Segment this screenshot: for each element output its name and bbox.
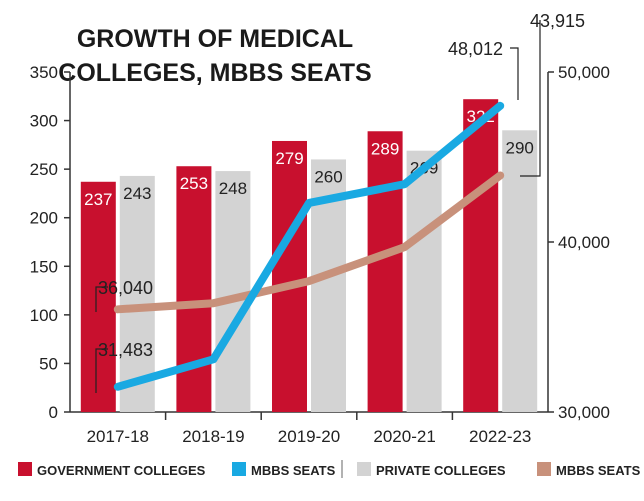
- mbbs-seats-blue-line: [113, 101, 505, 391]
- private-colleges-bar: [406, 150, 442, 412]
- legend-swatch: [232, 462, 246, 476]
- annotation-leader-line: [520, 20, 541, 177]
- legend-swatch: [357, 462, 371, 476]
- mbbs-seats-annotation-label: 31,483: [98, 340, 153, 360]
- annotation-leader-line: [95, 348, 108, 393]
- legend-label: GOVERNMENT COLLEGES: [37, 463, 206, 478]
- left-axis-tick-label: 100: [30, 306, 58, 325]
- right-axis-tick-label: 30,000: [558, 403, 610, 422]
- x-axis-tick-label: 2017-18: [87, 427, 149, 446]
- government-colleges-bar: [80, 181, 116, 412]
- private-colleges-bar: [215, 171, 251, 412]
- left-axis-tick-label: 50: [39, 354, 58, 373]
- legend-label: PRIVATE COLLEGES: [376, 463, 506, 478]
- left-axis-tick-label: 250: [30, 160, 58, 179]
- right-axis-tick-label: 40,000: [558, 233, 610, 252]
- x-axis-tick-label: 2020-21: [373, 427, 435, 446]
- private-colleges-bar: [502, 130, 538, 413]
- legend-label: MBBS SEATS: [556, 463, 641, 478]
- annotation-leader-line: [510, 47, 519, 100]
- left-axis-tick-label: 0: [49, 403, 58, 422]
- annotation-leader-line: [95, 286, 108, 312]
- private-colleges-value-label: 260: [314, 167, 342, 186]
- private-colleges-value-label: 248: [219, 179, 247, 198]
- government-colleges-value-label: 237: [84, 190, 112, 209]
- mbbs-seats-annotation-label: 36,040: [98, 278, 153, 298]
- mbbs-seats-annotation-label: 48,012: [448, 39, 503, 59]
- government-colleges-bar: [176, 166, 212, 412]
- government-colleges-bar: [463, 99, 499, 412]
- government-colleges-value-label: 289: [371, 139, 399, 158]
- left-axis-tick-label: 150: [30, 257, 58, 276]
- legend-swatch: [537, 462, 551, 476]
- private-colleges-bar: [119, 175, 155, 412]
- government-colleges-value-label: 279: [275, 149, 303, 168]
- left-axis-tick-label: 300: [30, 112, 58, 131]
- private-colleges-value-label: 243: [123, 184, 151, 203]
- x-axis-tick-label: 2019-20: [278, 427, 340, 446]
- private-colleges-value-label: 290: [506, 138, 534, 157]
- mbbs-seats-annotation-label: 43,915: [530, 11, 585, 31]
- mbbs-seats-brown-line: [113, 171, 505, 314]
- x-axis-tick-label: 2022-23: [469, 427, 531, 446]
- chart-title-line: GROWTH OF MEDICAL: [77, 25, 353, 53]
- right-axis-tick-label: 50,000: [558, 63, 610, 82]
- legend-label: MBBS SEATS: [251, 463, 336, 478]
- legend-swatch: [18, 462, 32, 476]
- government-colleges-bar: [367, 131, 403, 412]
- government-colleges-value-label: 253: [180, 174, 208, 193]
- x-axis-tick-label: 2018-19: [182, 427, 244, 446]
- chart-title-line: COLLEGES, MBBS SEATS: [58, 59, 371, 87]
- left-axis-tick-label: 200: [30, 209, 58, 228]
- left-axis-tick-label: 350: [30, 63, 58, 82]
- government-colleges-bar: [272, 140, 307, 412]
